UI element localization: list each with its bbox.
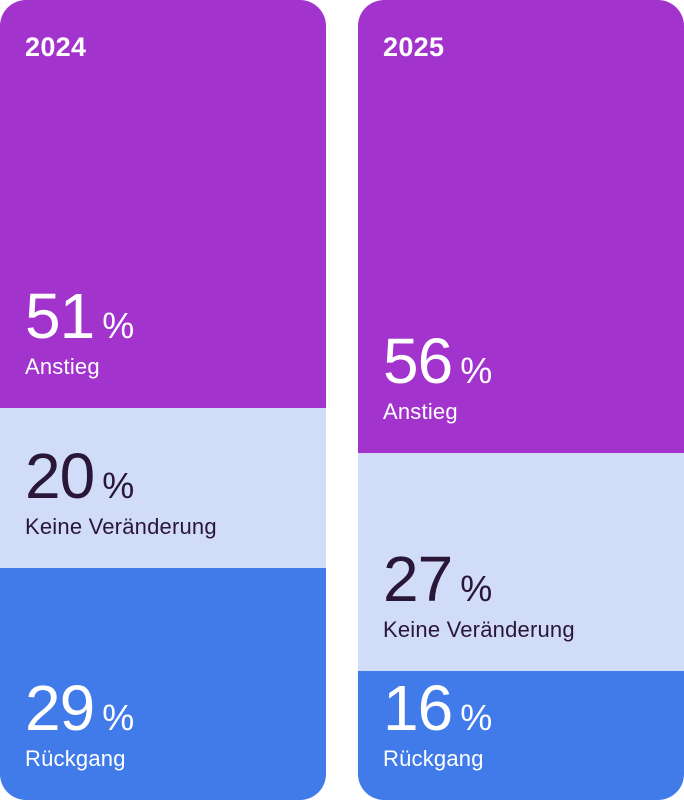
segment-label: 56% Anstieg	[383, 329, 492, 425]
bar-segment-2024-2: 29% Rückgang	[0, 568, 326, 800]
data-label-series-name: Keine Veränderung	[25, 514, 217, 539]
data-label-unit: %	[460, 568, 493, 609]
data-label-series-name: Rückgang	[383, 746, 484, 771]
bar-segment-2025-1: 27% Keine Veränderung	[358, 453, 684, 671]
data-label-series-name: Anstieg	[383, 399, 458, 424]
bar-column-2025: 56% Anstieg 27% Keine Veränderung 16% Rückgan…	[358, 0, 684, 800]
segment-label: 20% Keine Veränderung	[25, 444, 217, 540]
bar-segment-2025-2: 16% Rückgang	[358, 671, 684, 800]
data-label-unit: %	[102, 697, 135, 738]
data-label-value: 27	[383, 543, 453, 615]
data-label-series-name: Keine Veränderung	[383, 617, 575, 642]
bar-segment-2024-0: 51% Anstieg	[0, 0, 326, 408]
category-label: 2025	[383, 32, 445, 62]
data-label-unit: %	[102, 465, 135, 506]
segment-label: 16% Rückgang	[383, 676, 492, 772]
category-label: 2024	[25, 32, 87, 62]
data-label-value: 20	[25, 440, 95, 512]
segment-label: 27% Keine Veränderung	[383, 547, 575, 643]
data-label-value: 56	[383, 325, 453, 397]
bar-segment-2024-1: 20% Keine Veränderung	[0, 408, 326, 568]
data-label-unit: %	[460, 697, 493, 738]
data-label-unit: %	[102, 305, 135, 346]
bar-segment-2025-0: 56% Anstieg	[358, 0, 684, 453]
data-label-value: 16	[383, 672, 453, 744]
data-label-series-name: Anstieg	[25, 354, 100, 379]
segment-label: 51% Anstieg	[25, 284, 134, 380]
data-label-value: 29	[25, 672, 95, 744]
data-label-value: 51	[25, 280, 95, 352]
segment-label: 29% Rückgang	[25, 676, 134, 772]
data-label-series-name: Rückgang	[25, 746, 126, 771]
bar-column-2024: 51% Anstieg 20% Keine Veränderung 29% Rückgan…	[0, 0, 326, 800]
data-label-unit: %	[460, 350, 493, 391]
